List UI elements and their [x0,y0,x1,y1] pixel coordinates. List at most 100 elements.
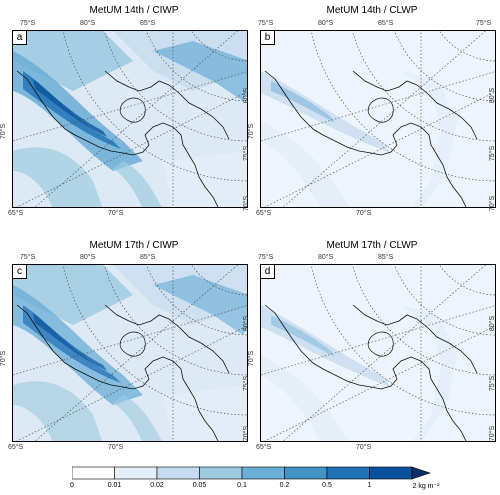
colorbar [72,466,431,480]
panel-letter: a [13,31,27,45]
colorbar-tick-label: 0.1 [237,482,247,489]
lat-label: 70°S [243,195,251,212]
map-canvas [13,265,247,441]
colorbar-segment [241,466,285,480]
colorbar-segment [199,466,243,480]
lat-label: 80°S [318,254,334,261]
map-canvas [261,265,495,441]
colorbar-segment [72,466,115,480]
panel-letter: b [261,31,275,45]
lat-label: 70°S [243,425,251,442]
lat-label: 65°S [256,444,272,451]
coastline [264,70,467,207]
cloud-band [153,41,247,101]
map-canvas [13,31,247,207]
field-background [261,265,495,441]
colorbar-segment [114,466,158,480]
graticule [13,31,247,207]
lat-label: 80°S [489,87,497,104]
meridian-line [261,71,495,142]
lat-label: 80°S [243,87,251,104]
lat-label: 70°S [489,195,497,212]
cloud-band [401,305,457,441]
lat-label: 75°S [243,375,251,392]
cloud-band [113,161,162,207]
lat-label: 75°S [489,145,497,162]
cloud-band [261,305,391,387]
lat-label: 80°S [243,315,251,332]
panel-title-d: MetUM 17th / CLWP [326,240,418,251]
lat-label: 75°S [20,254,36,261]
panel-title-b: MetUM 14th / CLWP [326,5,418,16]
lat-label: 70°S [248,350,256,367]
lat-label: 80°S [80,20,96,27]
lat-label: 85°S [140,254,156,261]
cloud-band [33,313,107,371]
lat-label: 75°S [258,20,274,27]
lat-label: 70°S [108,444,124,451]
cloud-band [271,81,335,123]
colorbar-segment [369,466,413,480]
colorbar-segment [156,466,200,480]
lat-label: 75°S [243,145,251,162]
coastline [264,304,467,441]
meridian-line [34,265,238,441]
meridian-line [13,71,247,142]
lat-label: 65°S [8,210,24,217]
lat-label: 70°S [356,444,372,451]
colorbar-extend-arrow [411,466,431,480]
coastline [16,304,219,441]
meridian-line [34,31,238,207]
lat-label: 65°S [256,210,272,217]
lat-label: 75°S [489,375,497,392]
cloud-band [113,395,162,441]
ice-shelf-outline [119,97,146,123]
lat-label: 85°S [378,20,394,27]
coastline [104,70,230,140]
cloud-band [401,71,457,207]
cloud-band [13,381,103,441]
lat-label: 75°S [476,20,492,27]
cloud-band [261,355,350,441]
cloud-band [153,275,247,335]
coastline [16,70,219,207]
colorbar-segment [284,466,328,480]
cloud-band [261,71,391,153]
meridian-line [282,265,486,441]
coastline [104,304,230,374]
lat-label: 70°S [0,350,8,367]
colorbar-tick-label: 0 [70,482,74,489]
lat-label: 70°S [356,210,372,217]
cloud-band [271,315,335,357]
cloud-band [163,385,247,441]
map-panel-c: c [12,264,248,442]
meridian-line [13,305,247,376]
cloud-band [33,79,107,137]
colorbar-tick-label: 1 [367,482,372,489]
lat-label: 80°S [80,254,96,261]
colorbar-tick-label: 2 kg m⁻² [412,483,440,490]
panel-letter: d [261,265,275,279]
colorbar-tick-label: 0.01 [107,482,122,489]
coastline [352,70,478,140]
panel-title-a: MetUM 14th / CIWP [89,5,179,16]
field-background [261,31,495,207]
graticule [261,265,495,441]
panel-letter: c [13,265,27,279]
panel-title-c: MetUM 17th / CIWP [89,240,179,251]
colorbar-segment [326,466,370,480]
lat-label: 70°S [248,123,256,140]
cloud-band [163,151,247,207]
meridian-line [261,305,495,376]
lat-label: 80°S [318,20,334,27]
lat-label: 75°S [258,254,274,261]
ice-shelf-outline [119,331,146,357]
lat-label: 85°S [378,254,394,261]
coastline [352,304,478,374]
ice-shelf-outline [367,331,394,357]
meridian-line [282,31,486,207]
cloud-band [13,147,103,207]
colorbar-tick-label: 0.5 [322,482,332,489]
cloud-band [23,71,121,149]
lat-label: 70°S [0,123,8,140]
